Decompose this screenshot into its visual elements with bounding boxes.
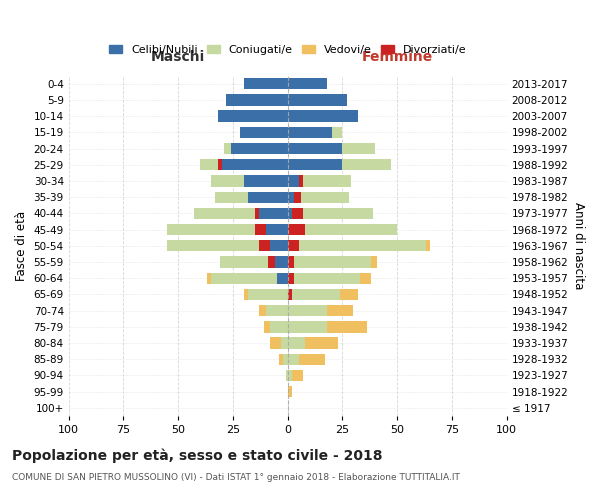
Bar <box>266 305 287 316</box>
Bar <box>305 338 338 348</box>
Bar <box>287 126 331 138</box>
Legend: Celibi/Nubili, Coniugati/e, Vedovi/e, Divorziati/e: Celibi/Nubili, Coniugati/e, Vedovi/e, Di… <box>104 40 471 60</box>
Bar <box>299 354 325 365</box>
Bar <box>226 94 287 106</box>
Bar <box>206 272 211 284</box>
Bar <box>220 256 268 268</box>
Bar <box>167 240 259 252</box>
Bar <box>287 224 305 235</box>
Bar <box>287 208 292 219</box>
Bar <box>211 272 277 284</box>
Bar <box>331 126 343 138</box>
Bar <box>299 240 425 252</box>
Bar <box>287 321 327 332</box>
Bar <box>244 78 287 90</box>
Y-axis label: Fasce di età: Fasce di età <box>15 210 28 281</box>
Bar <box>287 370 292 381</box>
Bar <box>340 289 358 300</box>
Bar <box>270 338 281 348</box>
Bar <box>215 192 248 203</box>
Bar <box>287 354 299 365</box>
Bar <box>194 208 255 219</box>
Bar <box>277 272 287 284</box>
Bar <box>244 176 287 186</box>
Bar <box>259 240 270 252</box>
Bar <box>287 289 292 300</box>
Bar <box>281 338 287 348</box>
Y-axis label: Anni di nascita: Anni di nascita <box>572 202 585 290</box>
Bar <box>263 321 270 332</box>
Bar <box>222 159 287 170</box>
Bar <box>266 224 287 235</box>
Bar <box>279 354 283 365</box>
Bar <box>286 370 287 381</box>
Bar <box>287 305 327 316</box>
Bar <box>287 240 299 252</box>
Bar <box>294 272 360 284</box>
Bar <box>343 159 391 170</box>
Bar <box>303 208 373 219</box>
Bar <box>283 354 287 365</box>
Bar <box>224 143 231 154</box>
Bar <box>287 256 294 268</box>
Bar <box>167 224 255 235</box>
Bar <box>255 208 259 219</box>
Bar <box>299 176 303 186</box>
Bar <box>248 192 287 203</box>
Bar <box>287 272 294 284</box>
Bar <box>270 321 287 332</box>
Bar <box>292 289 340 300</box>
Bar <box>248 289 287 300</box>
Bar <box>327 321 367 332</box>
Bar <box>360 272 371 284</box>
Bar <box>327 305 353 316</box>
Bar <box>303 176 351 186</box>
Bar <box>301 192 349 203</box>
Bar <box>255 224 266 235</box>
Text: Femmine: Femmine <box>362 50 433 64</box>
Bar <box>268 256 275 268</box>
Bar <box>244 289 248 300</box>
Bar <box>275 256 287 268</box>
Text: COMUNE DI SAN PIETRO MUSSOLINO (VI) - Dati ISTAT 1° gennaio 2018 - Elaborazione : COMUNE DI SAN PIETRO MUSSOLINO (VI) - Da… <box>12 473 460 482</box>
Bar <box>218 159 222 170</box>
Bar <box>239 126 287 138</box>
Bar <box>287 143 343 154</box>
Bar <box>287 94 347 106</box>
Bar <box>287 386 292 398</box>
Bar <box>287 159 343 170</box>
Bar <box>287 338 305 348</box>
Text: Popolazione per età, sesso e stato civile - 2018: Popolazione per età, sesso e stato civil… <box>12 448 383 463</box>
Bar <box>305 224 397 235</box>
Bar <box>343 143 376 154</box>
Bar <box>259 305 266 316</box>
Bar <box>287 192 294 203</box>
Bar <box>200 159 218 170</box>
Bar <box>211 176 244 186</box>
Bar <box>270 240 287 252</box>
Bar <box>287 176 299 186</box>
Bar <box>259 208 287 219</box>
Bar <box>294 256 371 268</box>
Bar <box>292 208 303 219</box>
Bar <box>218 110 287 122</box>
Bar <box>294 192 301 203</box>
Bar <box>287 110 358 122</box>
Bar <box>371 256 377 268</box>
Bar <box>292 370 303 381</box>
Bar <box>231 143 287 154</box>
Text: Maschi: Maschi <box>151 50 205 64</box>
Bar <box>425 240 430 252</box>
Bar <box>287 78 327 90</box>
